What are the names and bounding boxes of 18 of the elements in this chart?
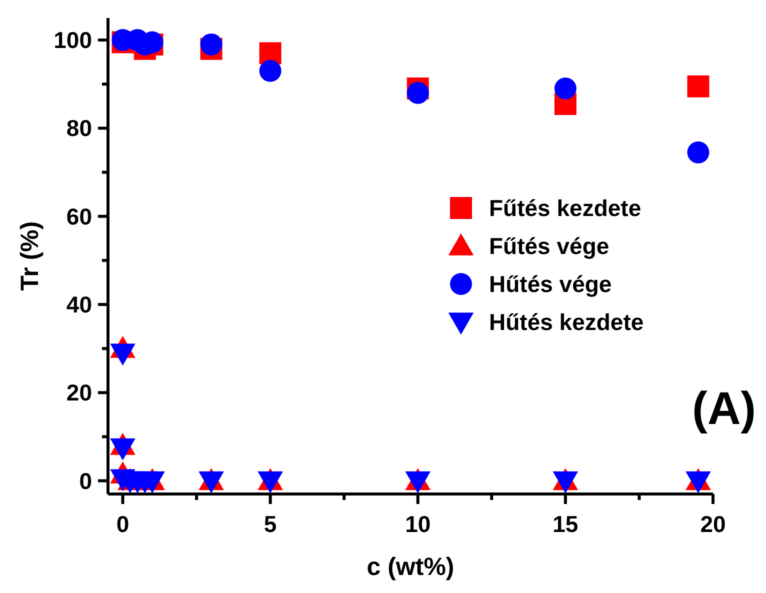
y-tick-label: 60	[66, 203, 92, 230]
legend-label: Hűtés vége	[489, 271, 612, 297]
y-tick-label: 40	[66, 291, 92, 318]
x-axis-title: c (wt%)	[366, 553, 454, 581]
y-tick-label: 80	[66, 115, 92, 142]
x-tick-label: 15	[552, 511, 578, 537]
legend-label: Fűtés vége	[489, 233, 610, 259]
legend-label: Fűtés kezdete	[489, 195, 642, 221]
x-tick-label: 0	[116, 511, 130, 537]
legend-label: Hűtés kezdete	[489, 309, 644, 335]
x-tick-label: 20	[700, 511, 726, 537]
y-tick-label: 20	[66, 380, 92, 406]
x-tick-label: 5	[264, 511, 277, 537]
y-axis-title: Tr (%)	[16, 221, 44, 291]
x-tick-label: 10	[405, 511, 431, 537]
annotation: (A)	[692, 382, 756, 434]
y-tick-label: 100	[54, 27, 92, 54]
y-tick-label: 0	[79, 468, 92, 494]
